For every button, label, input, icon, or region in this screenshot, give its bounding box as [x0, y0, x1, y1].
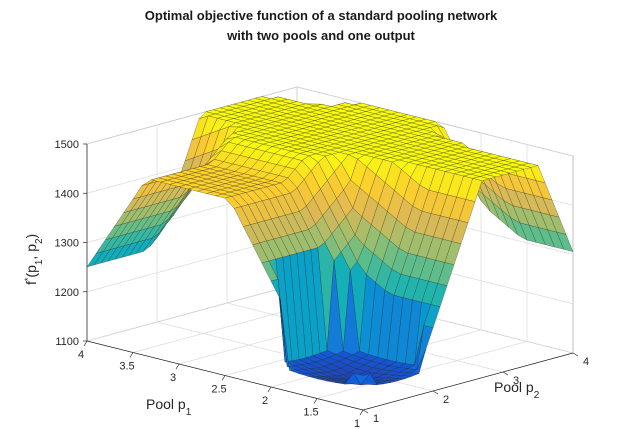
x-tick-mark [175, 363, 180, 370]
x-tick-mark [267, 386, 272, 393]
y-tick-mark [572, 352, 579, 357]
y-tick-label: 1 [373, 413, 379, 425]
y-tick-mark [432, 390, 439, 395]
z-tick-label: 1500 [55, 139, 79, 151]
z-axis-label: f*(p1, p2) [23, 234, 45, 285]
y-tick-mark [502, 371, 509, 376]
x-tick-label: 1.5 [303, 407, 318, 419]
x-tick-label: 3 [170, 372, 176, 384]
y-tick-label: 4 [583, 356, 589, 368]
y-tick-label: 2 [443, 394, 449, 406]
y-axis-label: Pool p2 [494, 379, 540, 401]
z-tick-label: 1200 [55, 287, 79, 299]
x-tick-mark [221, 375, 226, 381]
y-tick-label: 3 [513, 375, 519, 387]
x-tick-mark [313, 398, 318, 404]
x-tick-label: 2.5 [211, 384, 226, 396]
x-axis-label: Pool p1 [146, 396, 192, 418]
x-tick-mark [83, 340, 88, 347]
axis-ticks: 1100 1200 1300 1400 1500 1 1.5 2 2.5 3 3.5 4 1 2 3 4 [55, 139, 590, 429]
z-tick-label: 1300 [55, 238, 79, 250]
chart-title-line2: with two pools and one output [227, 28, 415, 43]
z-tick-label: 1400 [55, 188, 79, 200]
x-tick-label: 3.5 [119, 361, 134, 373]
x-tick-mark [129, 352, 134, 358]
chart-title-line1: Optimal objective function of a standard… [144, 8, 498, 23]
x-tick-label: 2 [262, 395, 268, 407]
z-tick-label: 1100 [55, 336, 79, 348]
x-tick-label: 4 [78, 349, 84, 361]
x-tick-label: 1 [354, 418, 360, 429]
x-axis-line [86, 340, 364, 411]
x-tick-mark [359, 409, 364, 416]
surface-patch [353, 372, 371, 386]
y-tick-mark [362, 409, 369, 414]
surface-mesh [86, 96, 574, 386]
y-axis-line [362, 352, 574, 411]
